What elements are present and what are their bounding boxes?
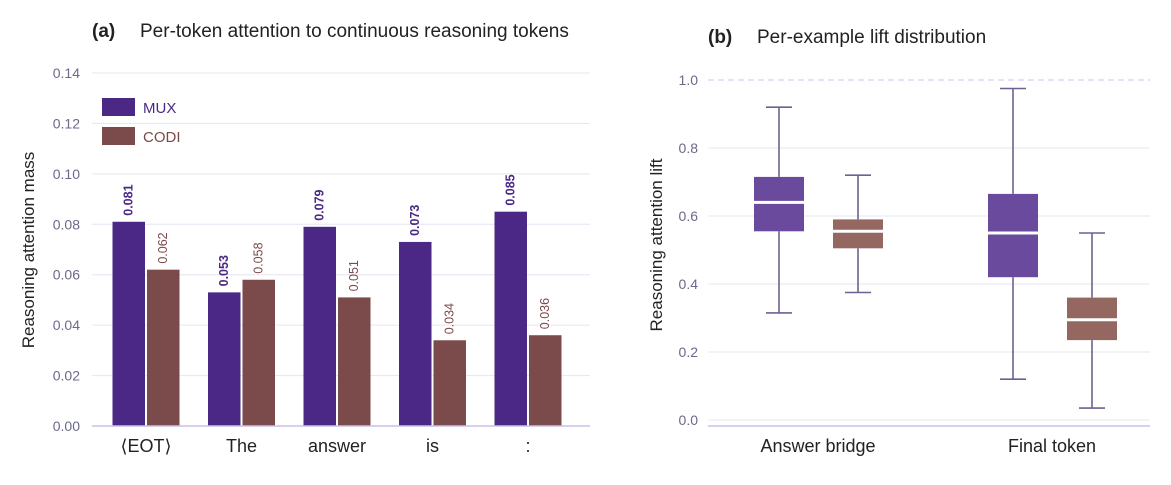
panel-a-y-tick: 0.02 <box>53 368 80 384</box>
data-label-codi-3: 0.051 <box>347 260 361 291</box>
panel-a-tag: (a) <box>92 21 115 42</box>
legend-codi-label: CODI <box>143 129 181 146</box>
panel-a-y-label: Reasoning attention mass <box>19 152 38 349</box>
box-mux-final-token <box>988 193 1038 278</box>
bar-codi-5 <box>529 335 562 426</box>
bar-mux-3 <box>303 226 336 426</box>
panel-a-x-tick: The <box>226 436 257 456</box>
box-mux-answer-bridge <box>754 176 804 232</box>
panel-b-tag: (b) <box>708 27 732 48</box>
panel-b-y-tick: 0.8 <box>679 140 699 156</box>
data-label-mux-2: 0.053 <box>217 255 231 286</box>
panel-a: (a) Per-token attention to continuous re… <box>19 21 590 456</box>
panel-a-y-tick: 0.10 <box>53 166 80 182</box>
panel-b-y-tick: 0.6 <box>679 208 699 224</box>
panel-b-y-ticks: 0.0 0.2 0.4 0.6 0.8 1.0 <box>679 72 699 428</box>
data-label-codi-2: 0.058 <box>252 242 266 273</box>
data-label-mux-4: 0.073 <box>408 205 422 236</box>
bar-mux-1 <box>112 221 145 426</box>
bar-mux-4 <box>399 241 432 426</box>
panel-b-y-tick: 0.0 <box>679 412 699 428</box>
panel-a-y-tick: 0.04 <box>53 317 80 333</box>
panel-a-y-tick: 0.08 <box>53 216 80 232</box>
panel-b-boxes <box>754 87 1117 409</box>
panel-b-x-ticks: Answer bridge Final token <box>760 436 1096 456</box>
panel-b-y-tick: 1.0 <box>679 72 699 88</box>
panel-a-y-ticks: 0.00 0.02 0.04 0.06 0.08 0.10 0.12 0.14 <box>53 65 80 434</box>
panel-a-x-tick: is <box>426 436 439 456</box>
bar-codi-1 <box>147 269 180 426</box>
legend-mux-label: MUX <box>143 100 176 117</box>
box-codi-answer-bridge <box>833 219 883 249</box>
legend-codi-swatch <box>102 127 135 145</box>
panel-b-y-label: Reasoning attention lift <box>647 158 666 331</box>
data-label-mux-5: 0.085 <box>504 174 518 205</box>
panel-a-y-tick: 0.12 <box>53 115 80 131</box>
panel-a-y-tick: 0.14 <box>53 65 80 81</box>
bar-codi-2 <box>242 279 275 426</box>
bar-mux-2 <box>208 292 241 426</box>
panel-a-x-ticks: ⟨EOT⟩ The answer is: <box>120 436 530 456</box>
data-label-codi-4: 0.034 <box>443 303 457 334</box>
panel-a-y-tick: 0.06 <box>53 267 80 283</box>
panel-a-data-labels: 0.081 0.062 0.053 0.058 0.079 0.051 0.073 0.034… <box>122 174 553 334</box>
panel-a-x-tick: : <box>525 436 530 456</box>
bar-codi-3 <box>338 297 371 426</box>
data-label-mux-1: 0.081 <box>122 184 136 215</box>
panel-b-x-tick: Answer bridge <box>760 436 875 456</box>
data-label-codi-1: 0.062 <box>156 232 170 263</box>
panel-a-x-tick: ⟨EOT⟩ <box>120 436 171 456</box>
panel-b-y-tick: 0.2 <box>679 344 699 360</box>
data-label-mux-3: 0.079 <box>313 189 327 220</box>
panel-a-title: Per-token attention to continuous reason… <box>140 21 569 42</box>
panel-a-bars <box>112 211 562 426</box>
panel-b-x-tick: Final token <box>1008 436 1096 456</box>
panel-a-x-tick: answer <box>308 436 366 456</box>
panel-b-y-tick: 0.4 <box>679 276 699 292</box>
legend-mux-swatch <box>102 98 135 116</box>
bar-codi-4 <box>433 340 466 426</box>
data-label-codi-5: 0.036 <box>538 298 552 329</box>
bar-mux-5 <box>494 211 527 426</box>
panel-a-legend: MUX CODI <box>102 98 181 146</box>
panel-a-y-tick: 0.00 <box>53 418 80 434</box>
panel-b-title: Per-example lift distribution <box>757 27 986 48</box>
panel-b: (b) Per-example lift distribution 0.0 0.2… <box>647 27 1150 456</box>
